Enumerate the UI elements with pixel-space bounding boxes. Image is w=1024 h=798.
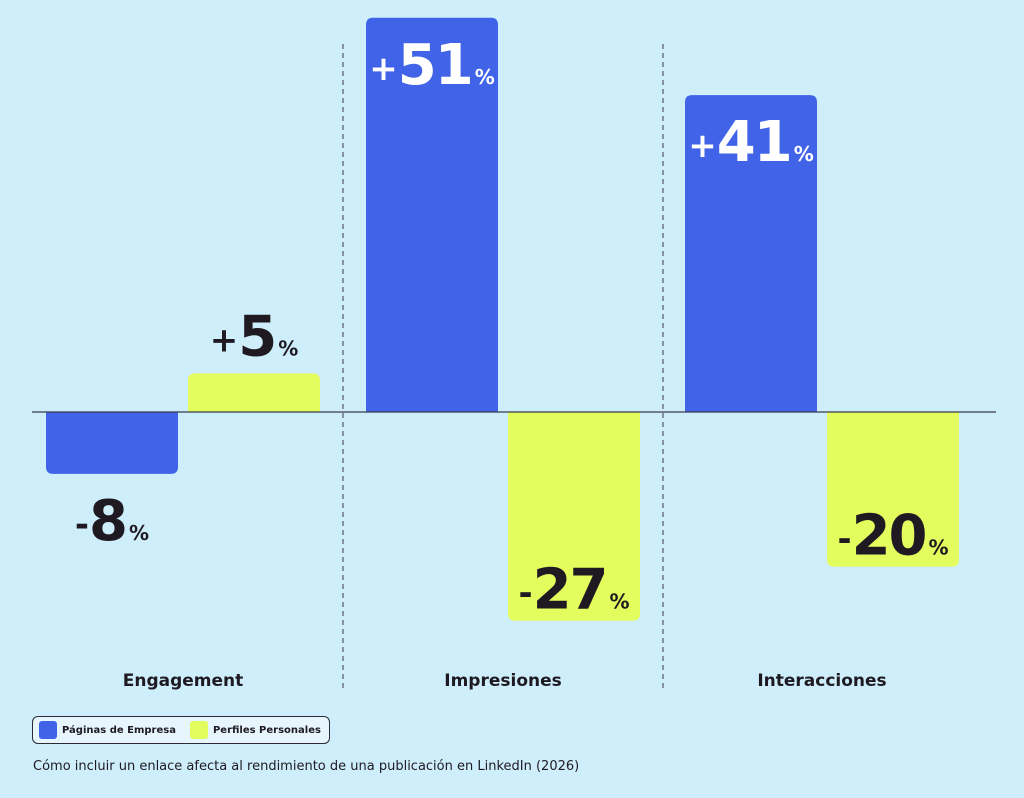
bar-perfiles-personales-impresiones — [508, 412, 640, 621]
value-label-perfiles-personales-impresiones: -27% — [518, 558, 629, 623]
category-label-interacciones: Interacciones — [757, 671, 886, 691]
chart-caption: Cómo incluir un enlace afecta al rendimi… — [33, 759, 580, 774]
value-label-perfiles-personales-interacciones: -20% — [837, 504, 948, 569]
bar-paginas-de-empresa-impresiones — [366, 17, 498, 413]
bar-paginas-de-empresa-interacciones — [685, 95, 817, 412]
bar-perfiles-personales-interacciones — [827, 412, 959, 567]
value-label-paginas-de-empresa-impresiones: +51% — [369, 33, 494, 98]
legend-swatch-blue — [39, 721, 57, 739]
bar-paginas-de-empresa-engagement — [46, 412, 178, 474]
category-label-impresiones: Impresiones — [444, 671, 562, 691]
legend-swatch-yellow — [189, 721, 208, 739]
legend-label-paginas-de-empresa: Páginas de Empresa — [62, 724, 176, 736]
value-label-paginas-de-empresa-interacciones: +41% — [688, 110, 813, 175]
legend-label-perfiles-personales: Perfiles Personales — [212, 724, 321, 736]
value-label-perfiles-personales-engagement: +5% — [210, 304, 299, 369]
legend-item-perfiles-personales: Perfiles Personales — [189, 721, 321, 739]
legend-item-paginas-de-empresa: Páginas de Empresa — [39, 721, 176, 739]
category-label-engagement: Engagement — [123, 671, 244, 691]
value-label-paginas-de-empresa-engagement: -8% — [75, 489, 149, 554]
bar-perfiles-personales-engagement — [188, 373, 320, 412]
legend: Páginas de Empresa Perfiles Personales — [32, 716, 330, 744]
